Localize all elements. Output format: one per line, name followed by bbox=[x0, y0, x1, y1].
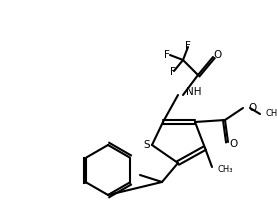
Text: O: O bbox=[213, 50, 221, 60]
Text: O: O bbox=[248, 103, 256, 113]
Text: F: F bbox=[170, 67, 176, 77]
Text: S: S bbox=[144, 140, 150, 150]
Text: F: F bbox=[164, 50, 170, 60]
Text: O: O bbox=[230, 139, 238, 149]
Text: F: F bbox=[185, 41, 191, 51]
Text: CH₃: CH₃ bbox=[265, 110, 277, 118]
Text: NH: NH bbox=[186, 87, 201, 97]
Text: CH₃: CH₃ bbox=[217, 166, 232, 175]
